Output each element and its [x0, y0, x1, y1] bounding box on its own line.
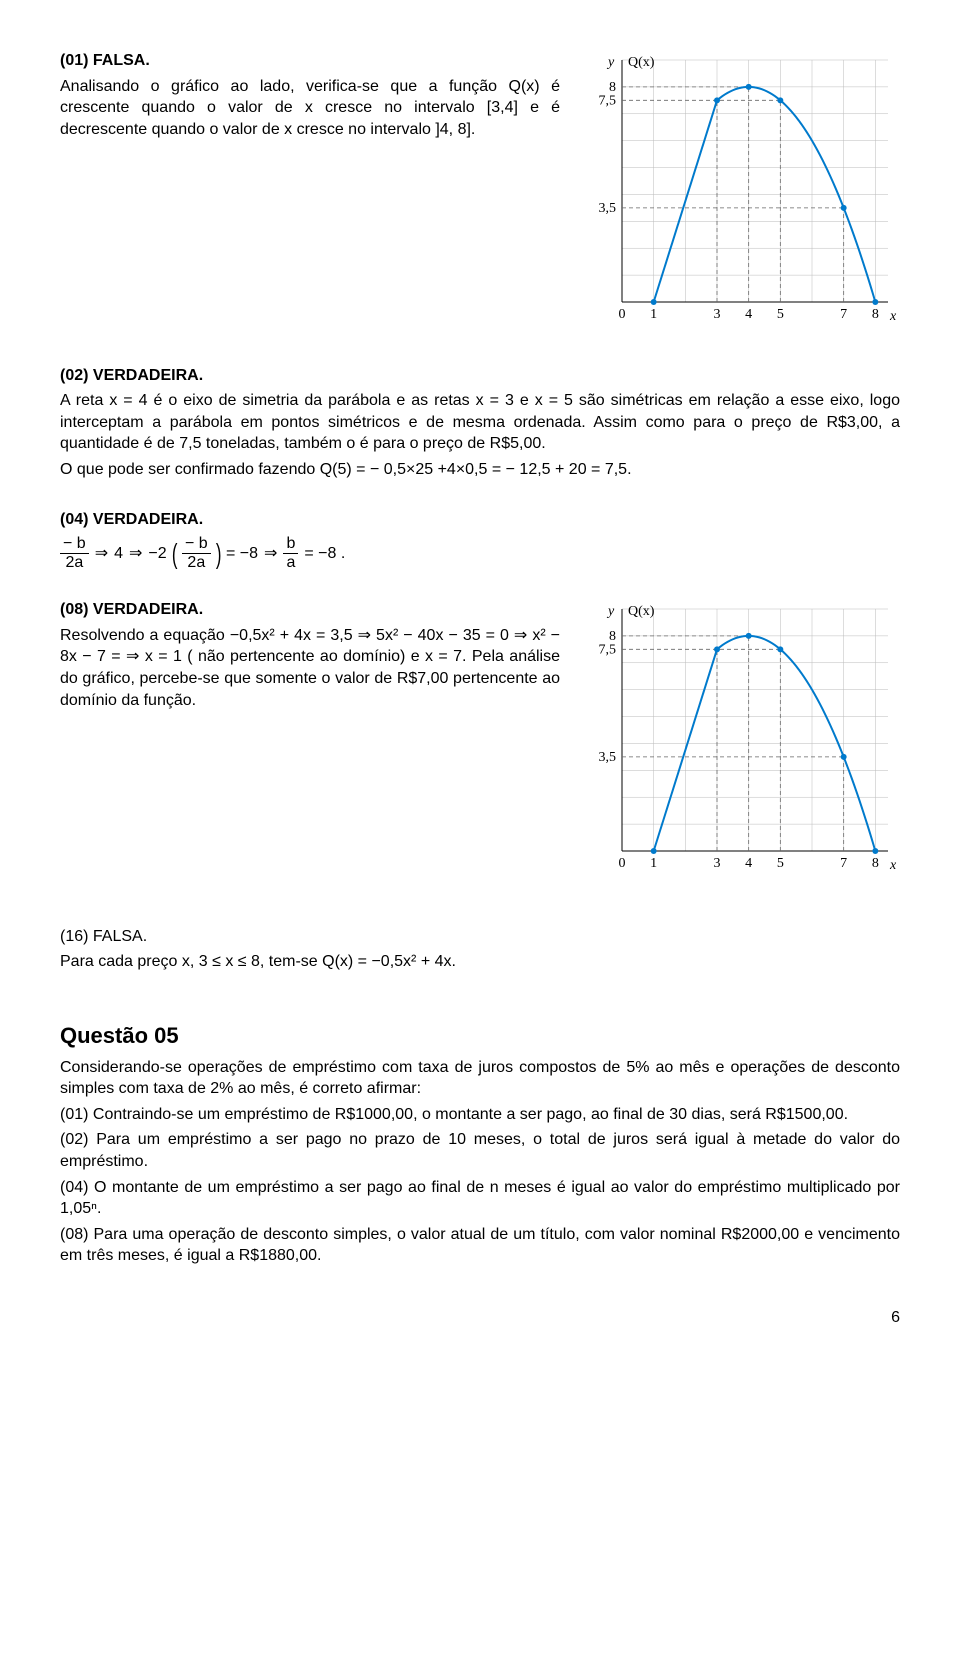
svg-text:4: 4 — [745, 307, 752, 322]
svg-text:8: 8 — [609, 629, 616, 644]
frac-2: − b 2a — [182, 536, 211, 571]
svg-text:3,5: 3,5 — [599, 201, 617, 216]
svg-text:0: 0 — [619, 856, 626, 871]
item-08-text: (08) VERDADEIRA. Resolvendo a equação −0… — [60, 599, 560, 715]
q05-o4: (04) O montante de um empréstimo a ser p… — [60, 1177, 900, 1220]
item-04-equation: − b 2a ⇒ 4 ⇒ −2 ( − b 2a ) = −8 ⇒ b a = … — [60, 536, 900, 571]
arrow-2: ⇒ — [129, 543, 142, 565]
item-02-body1: A reta x = 4 é o eixo de simetria da par… — [60, 390, 900, 455]
q05-intro: Considerando-se operações de empréstimo … — [60, 1057, 900, 1100]
svg-text:5: 5 — [777, 856, 784, 871]
item-16: (16) FALSA. Para cada preço x, 3 ≤ x ≤ 8… — [60, 926, 900, 973]
svg-text:Q(x): Q(x) — [628, 604, 655, 619]
item-01-text: (01) FALSA. Analisando o gráfico ao lado… — [60, 50, 560, 144]
item-16-tag: (16) FALSA. — [60, 926, 900, 948]
questao-05: Questão 05 Considerando-se operações de … — [60, 1021, 900, 1267]
arrow-1: ⇒ — [95, 543, 108, 565]
page-number: 6 — [60, 1307, 900, 1329]
svg-text:7: 7 — [840, 856, 847, 871]
q05-title: Questão 05 — [60, 1021, 900, 1051]
frac-3: b a — [283, 536, 298, 571]
q05-o8: (08) Para uma operação de desconto simpl… — [60, 1224, 900, 1267]
item-01-body: Analisando o gráfico ao lado, verifica-s… — [60, 76, 560, 141]
svg-text:1: 1 — [650, 856, 657, 871]
frac-1-den: 2a — [62, 554, 86, 571]
svg-text:7: 7 — [840, 307, 847, 322]
eq8-1: = −8 — [226, 543, 258, 565]
svg-text:3,5: 3,5 — [599, 750, 617, 765]
svg-text:8: 8 — [609, 80, 616, 95]
q05-o1: (01) Contraindo-se um empréstimo de R$10… — [60, 1104, 900, 1126]
minus2: −2 — [148, 543, 166, 565]
svg-text:x: x — [889, 309, 897, 324]
item-04-tag: (04) VERDADEIRA. — [60, 511, 203, 528]
frac-3-den: a — [283, 554, 298, 571]
graph-2: 01345783,57,58yQ(x)x — [580, 599, 900, 886]
item-02-tag: (02) VERDADEIRA. — [60, 367, 203, 384]
svg-text:y: y — [606, 604, 615, 619]
svg-text:8: 8 — [872, 307, 879, 322]
item-01-row: (01) FALSA. Analisando o gráfico ao lado… — [60, 50, 900, 337]
svg-text:Q(x): Q(x) — [628, 55, 655, 70]
lparen: ( — [172, 540, 178, 568]
item-04: (04) VERDADEIRA. − b 2a ⇒ 4 ⇒ −2 ( − b 2… — [60, 509, 900, 572]
frac-1: − b 2a — [60, 536, 89, 571]
item-01-tag: (01) FALSA. — [60, 52, 150, 69]
q05-o2: (02) Para um empréstimo a ser pago no pr… — [60, 1129, 900, 1172]
frac-1-num: − b — [60, 536, 89, 554]
item-02-body2: O que pode ser confirmado fazendo Q(5) =… — [60, 459, 900, 481]
svg-text:3: 3 — [714, 856, 721, 871]
arrow-3: ⇒ — [264, 543, 277, 565]
svg-text:7,5: 7,5 — [599, 93, 617, 108]
rparen: ) — [216, 540, 222, 568]
eq-tail: = −8 . — [304, 543, 345, 565]
item-08-tag: (08) VERDADEIRA. — [60, 601, 203, 618]
item-08-body: Resolvendo a equação −0,5x² + 4x = 3,5 ⇒… — [60, 625, 560, 711]
frac-2-num: − b — [182, 536, 211, 554]
item-02: (02) VERDADEIRA. A reta x = 4 é o eixo d… — [60, 365, 900, 481]
svg-text:8: 8 — [872, 856, 879, 871]
frac-3-num: b — [283, 536, 298, 554]
frac-2-den: 2a — [184, 554, 208, 571]
item-16-body: Para cada preço x, 3 ≤ x ≤ 8, tem-se Q(x… — [60, 951, 900, 973]
svg-text:7,5: 7,5 — [599, 642, 617, 657]
qx-graph-2: 01345783,57,58yQ(x)x — [580, 599, 900, 879]
svg-text:4: 4 — [745, 856, 752, 871]
svg-text:y: y — [606, 55, 615, 70]
svg-text:x: x — [889, 858, 897, 873]
svg-text:1: 1 — [650, 307, 657, 322]
svg-text:0: 0 — [619, 307, 626, 322]
svg-text:5: 5 — [777, 307, 784, 322]
svg-text:3: 3 — [714, 307, 721, 322]
qx-graph-1: 01345783,57,58yQ(x)x — [580, 50, 900, 330]
graph-1: 01345783,57,58yQ(x)x — [580, 50, 900, 337]
four: 4 — [114, 543, 123, 565]
item-08-row: (08) VERDADEIRA. Resolvendo a equação −0… — [60, 599, 900, 886]
